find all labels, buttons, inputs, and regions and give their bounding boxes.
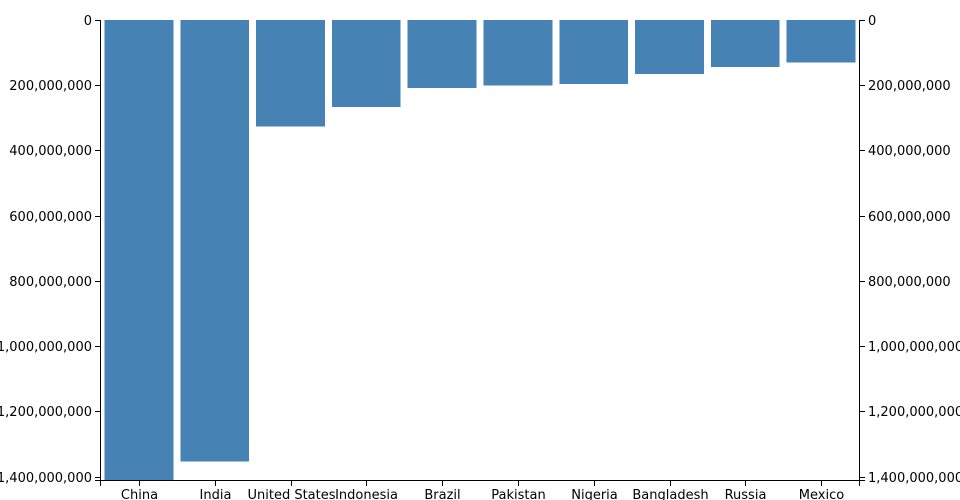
bar-bangladesh: [635, 20, 704, 75]
category-label: Russia: [725, 488, 767, 500]
right-axis-tick-label: 400,000,000: [868, 144, 951, 159]
right-axis-tick-label: 200,000,000: [868, 79, 951, 94]
bar-nigeria: [559, 20, 629, 84]
category-label: Indonesia: [335, 488, 398, 500]
bar-china: [104, 20, 174, 480]
category-label: India: [200, 488, 232, 500]
bar-india: [180, 20, 250, 462]
bars-group: [104, 20, 856, 480]
left-axis-tick-label: 0: [84, 14, 92, 29]
bottom-axis: China India United States Indonesia Brazil Pa…: [95, 480, 865, 500]
left-axis-tick-label: 1,200,000,000: [0, 405, 92, 420]
category-label: Pakistan: [491, 488, 545, 500]
left-axis-tick-label: 1,000,000,000: [0, 340, 92, 355]
category-label: China: [121, 488, 158, 500]
bar-indonesia: [331, 20, 401, 107]
left-axis-tick-label: 1,400,000,000: [0, 471, 92, 486]
category-label: United States: [247, 488, 335, 500]
right-axis-tick-label: 1,000,000,000: [868, 340, 960, 355]
category-label: Nigeria: [571, 488, 618, 500]
right-axis-tick-label: 1,400,000,000: [868, 471, 960, 486]
left-axis: 0 200,000,000 400,000,000 600,000,000 800,00…: [0, 14, 101, 486]
category-label: Brazil: [424, 488, 460, 500]
right-axis-tick-label: 800,000,000: [868, 275, 951, 290]
left-axis-tick-label: 600,000,000: [9, 210, 92, 225]
bar-mexico: [786, 20, 856, 63]
right-axis-tick-label: 1,200,000,000: [868, 405, 960, 420]
right-axis-tick-label: 0: [868, 14, 876, 29]
bar-pakistan: [483, 20, 553, 86]
left-axis-tick-label: 200,000,000: [9, 79, 92, 94]
left-axis-tick-label: 800,000,000: [9, 275, 92, 290]
bar-united-states: [256, 20, 325, 127]
category-label: Mexico: [799, 488, 844, 500]
bar-brazil: [407, 20, 477, 89]
bar-russia: [710, 20, 780, 67]
category-label: Bangladesh: [632, 488, 708, 500]
right-axis-tick-label: 600,000,000: [868, 210, 951, 225]
left-axis-tick-label: 400,000,000: [9, 144, 92, 159]
right-axis: 0 200,000,000 400,000,000 600,000,000 800,00…: [859, 14, 960, 486]
